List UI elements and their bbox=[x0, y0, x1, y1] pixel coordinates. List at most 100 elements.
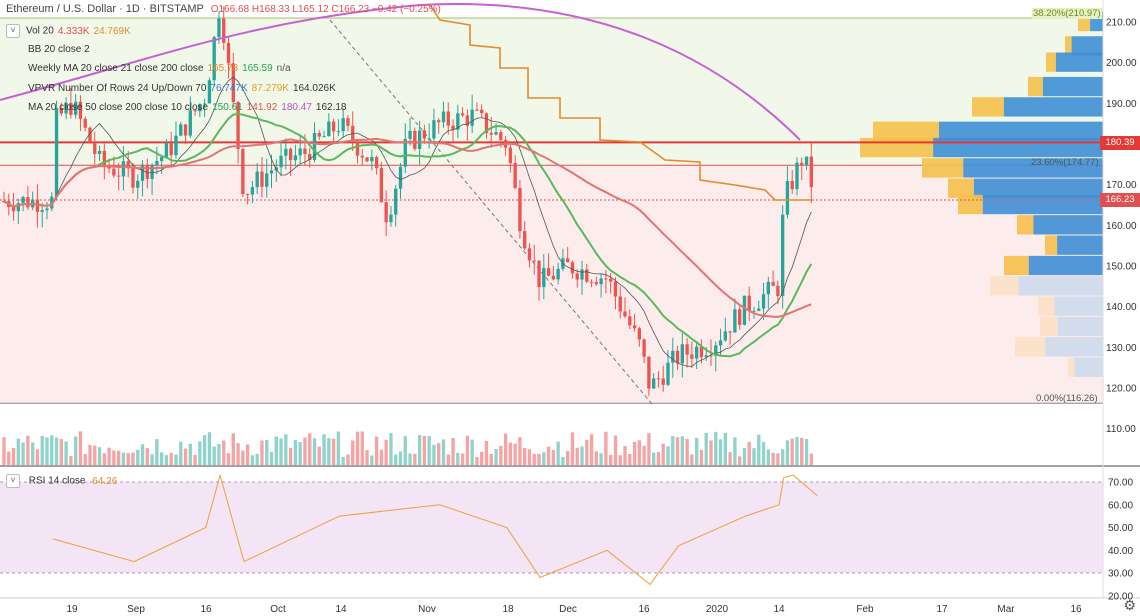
candle-body bbox=[589, 281, 594, 283]
volume-bar bbox=[193, 454, 197, 465]
candle-body bbox=[609, 278, 613, 282]
volume-bar bbox=[59, 439, 63, 465]
volume-bar bbox=[513, 443, 517, 465]
candle-body bbox=[422, 130, 427, 139]
volume-bar bbox=[155, 439, 159, 465]
candle-body bbox=[284, 148, 288, 156]
volume-bar bbox=[131, 452, 135, 465]
candle-body bbox=[523, 231, 527, 249]
candle-body bbox=[40, 210, 44, 212]
candle-body bbox=[470, 109, 474, 126]
volume-bar bbox=[102, 453, 106, 465]
indicator-row[interactable]: Weekly MA 20 close 21 close 200 close 165… bbox=[28, 63, 291, 74]
candle-body bbox=[159, 157, 164, 161]
volume-bar bbox=[398, 451, 403, 465]
candle-body bbox=[780, 214, 785, 297]
indicator-name: VPVR Number Of Rows 24 Up/Down 70 bbox=[28, 82, 207, 94]
time-tick-label: 19 bbox=[66, 604, 78, 615]
candle-body bbox=[78, 101, 83, 119]
volume-bar bbox=[480, 451, 484, 465]
vpvr-row-up bbox=[1055, 52, 1103, 72]
candle-body bbox=[795, 162, 799, 190]
collapse-chevron-icon[interactable]: ˅ bbox=[6, 474, 20, 488]
volume-bar bbox=[680, 436, 685, 465]
time-tick-label: Sep bbox=[127, 604, 145, 615]
candle-body bbox=[331, 121, 336, 132]
volume-bar bbox=[169, 452, 173, 465]
volume-bar bbox=[566, 451, 570, 465]
rsi-tick-label: 70.00 bbox=[1108, 478, 1133, 489]
volume-bar bbox=[690, 454, 694, 465]
volume-bar bbox=[159, 452, 164, 465]
vpvr-row-up bbox=[1074, 357, 1103, 377]
volume-bar bbox=[780, 449, 785, 465]
candle-body bbox=[102, 150, 106, 166]
candle-body bbox=[126, 161, 130, 169]
time-tick-label: Oct bbox=[270, 604, 286, 615]
candle-body bbox=[618, 296, 622, 312]
candle-body bbox=[441, 111, 446, 123]
indicator-row[interactable]: BB 20 close 2 bbox=[28, 44, 90, 55]
indicator-value: 180.47 bbox=[281, 102, 312, 113]
candle-body bbox=[742, 295, 747, 325]
volume-bar bbox=[265, 439, 269, 465]
volume-bar bbox=[527, 449, 532, 465]
volume-bar bbox=[336, 431, 341, 465]
volume-bar bbox=[35, 449, 40, 465]
rsi-line bbox=[52, 473, 818, 586]
vpvr-row-down bbox=[860, 137, 934, 158]
volume-bar bbox=[747, 441, 751, 465]
volume-bar bbox=[389, 433, 393, 465]
collapse-chevron-icon[interactable]: ˅ bbox=[6, 24, 20, 38]
volume-bar bbox=[293, 439, 298, 465]
volume-bar bbox=[394, 454, 398, 465]
candle-body bbox=[121, 161, 126, 177]
candle-body bbox=[656, 378, 661, 380]
indicator-row[interactable]: VPVR Number Of Rows 24 Up/Down 70 76.747K… bbox=[28, 83, 336, 94]
candle-body bbox=[64, 102, 68, 114]
volume-bar bbox=[580, 446, 584, 465]
candle-body bbox=[183, 124, 188, 136]
volume-bar bbox=[317, 446, 321, 465]
vpvr-row-up bbox=[973, 178, 1103, 198]
volume-bar bbox=[609, 454, 613, 465]
volume-bar bbox=[379, 449, 384, 465]
volume-bar bbox=[484, 440, 489, 465]
indicator-row[interactable]: ˅ Vol 20 4.333K 24.769K bbox=[6, 24, 131, 38]
volume-bar bbox=[427, 436, 431, 465]
candle-body bbox=[432, 120, 436, 139]
candle-body bbox=[279, 155, 283, 168]
volume-bar bbox=[441, 439, 446, 465]
candle-body bbox=[269, 170, 274, 174]
volume-bar bbox=[351, 440, 355, 465]
price-tick-label: 150.00 bbox=[1106, 262, 1137, 273]
volume-bar bbox=[140, 444, 145, 465]
candle-body bbox=[384, 202, 388, 223]
rsi-label[interactable]: RSI 14 close bbox=[28, 475, 86, 487]
candle-body bbox=[723, 331, 728, 341]
volume-bar bbox=[97, 447, 102, 465]
volume-bar bbox=[226, 453, 231, 465]
candle-body bbox=[327, 121, 331, 137]
volume-bar bbox=[475, 456, 479, 465]
candle-body bbox=[546, 268, 551, 276]
symbol-title[interactable]: Ethereum / U.S. Dollar · 1D · BITSTAMP bbox=[6, 3, 204, 15]
price-tick-label: 190.00 bbox=[1106, 99, 1137, 110]
volume-bar bbox=[360, 431, 364, 465]
settings-gear-icon[interactable]: ⚙ bbox=[1123, 597, 1136, 613]
price-tag-last: 166.23 bbox=[1100, 193, 1140, 207]
candle-body bbox=[136, 180, 140, 188]
volume-bar bbox=[446, 454, 450, 465]
volume-bar bbox=[671, 436, 675, 465]
volume-bar bbox=[236, 443, 240, 465]
time-tick-label: 14 bbox=[335, 604, 347, 615]
candle-body bbox=[379, 168, 384, 203]
weekly-ma-line bbox=[429, 4, 812, 201]
volume-bar bbox=[83, 454, 87, 465]
indicator-row[interactable]: MA 20 close 50 close 200 close 10 close 1… bbox=[28, 102, 346, 113]
time-tick-label: 18 bbox=[502, 604, 514, 615]
volume-bar bbox=[561, 456, 565, 465]
volume-bar bbox=[341, 456, 345, 465]
candle-body bbox=[198, 104, 202, 112]
